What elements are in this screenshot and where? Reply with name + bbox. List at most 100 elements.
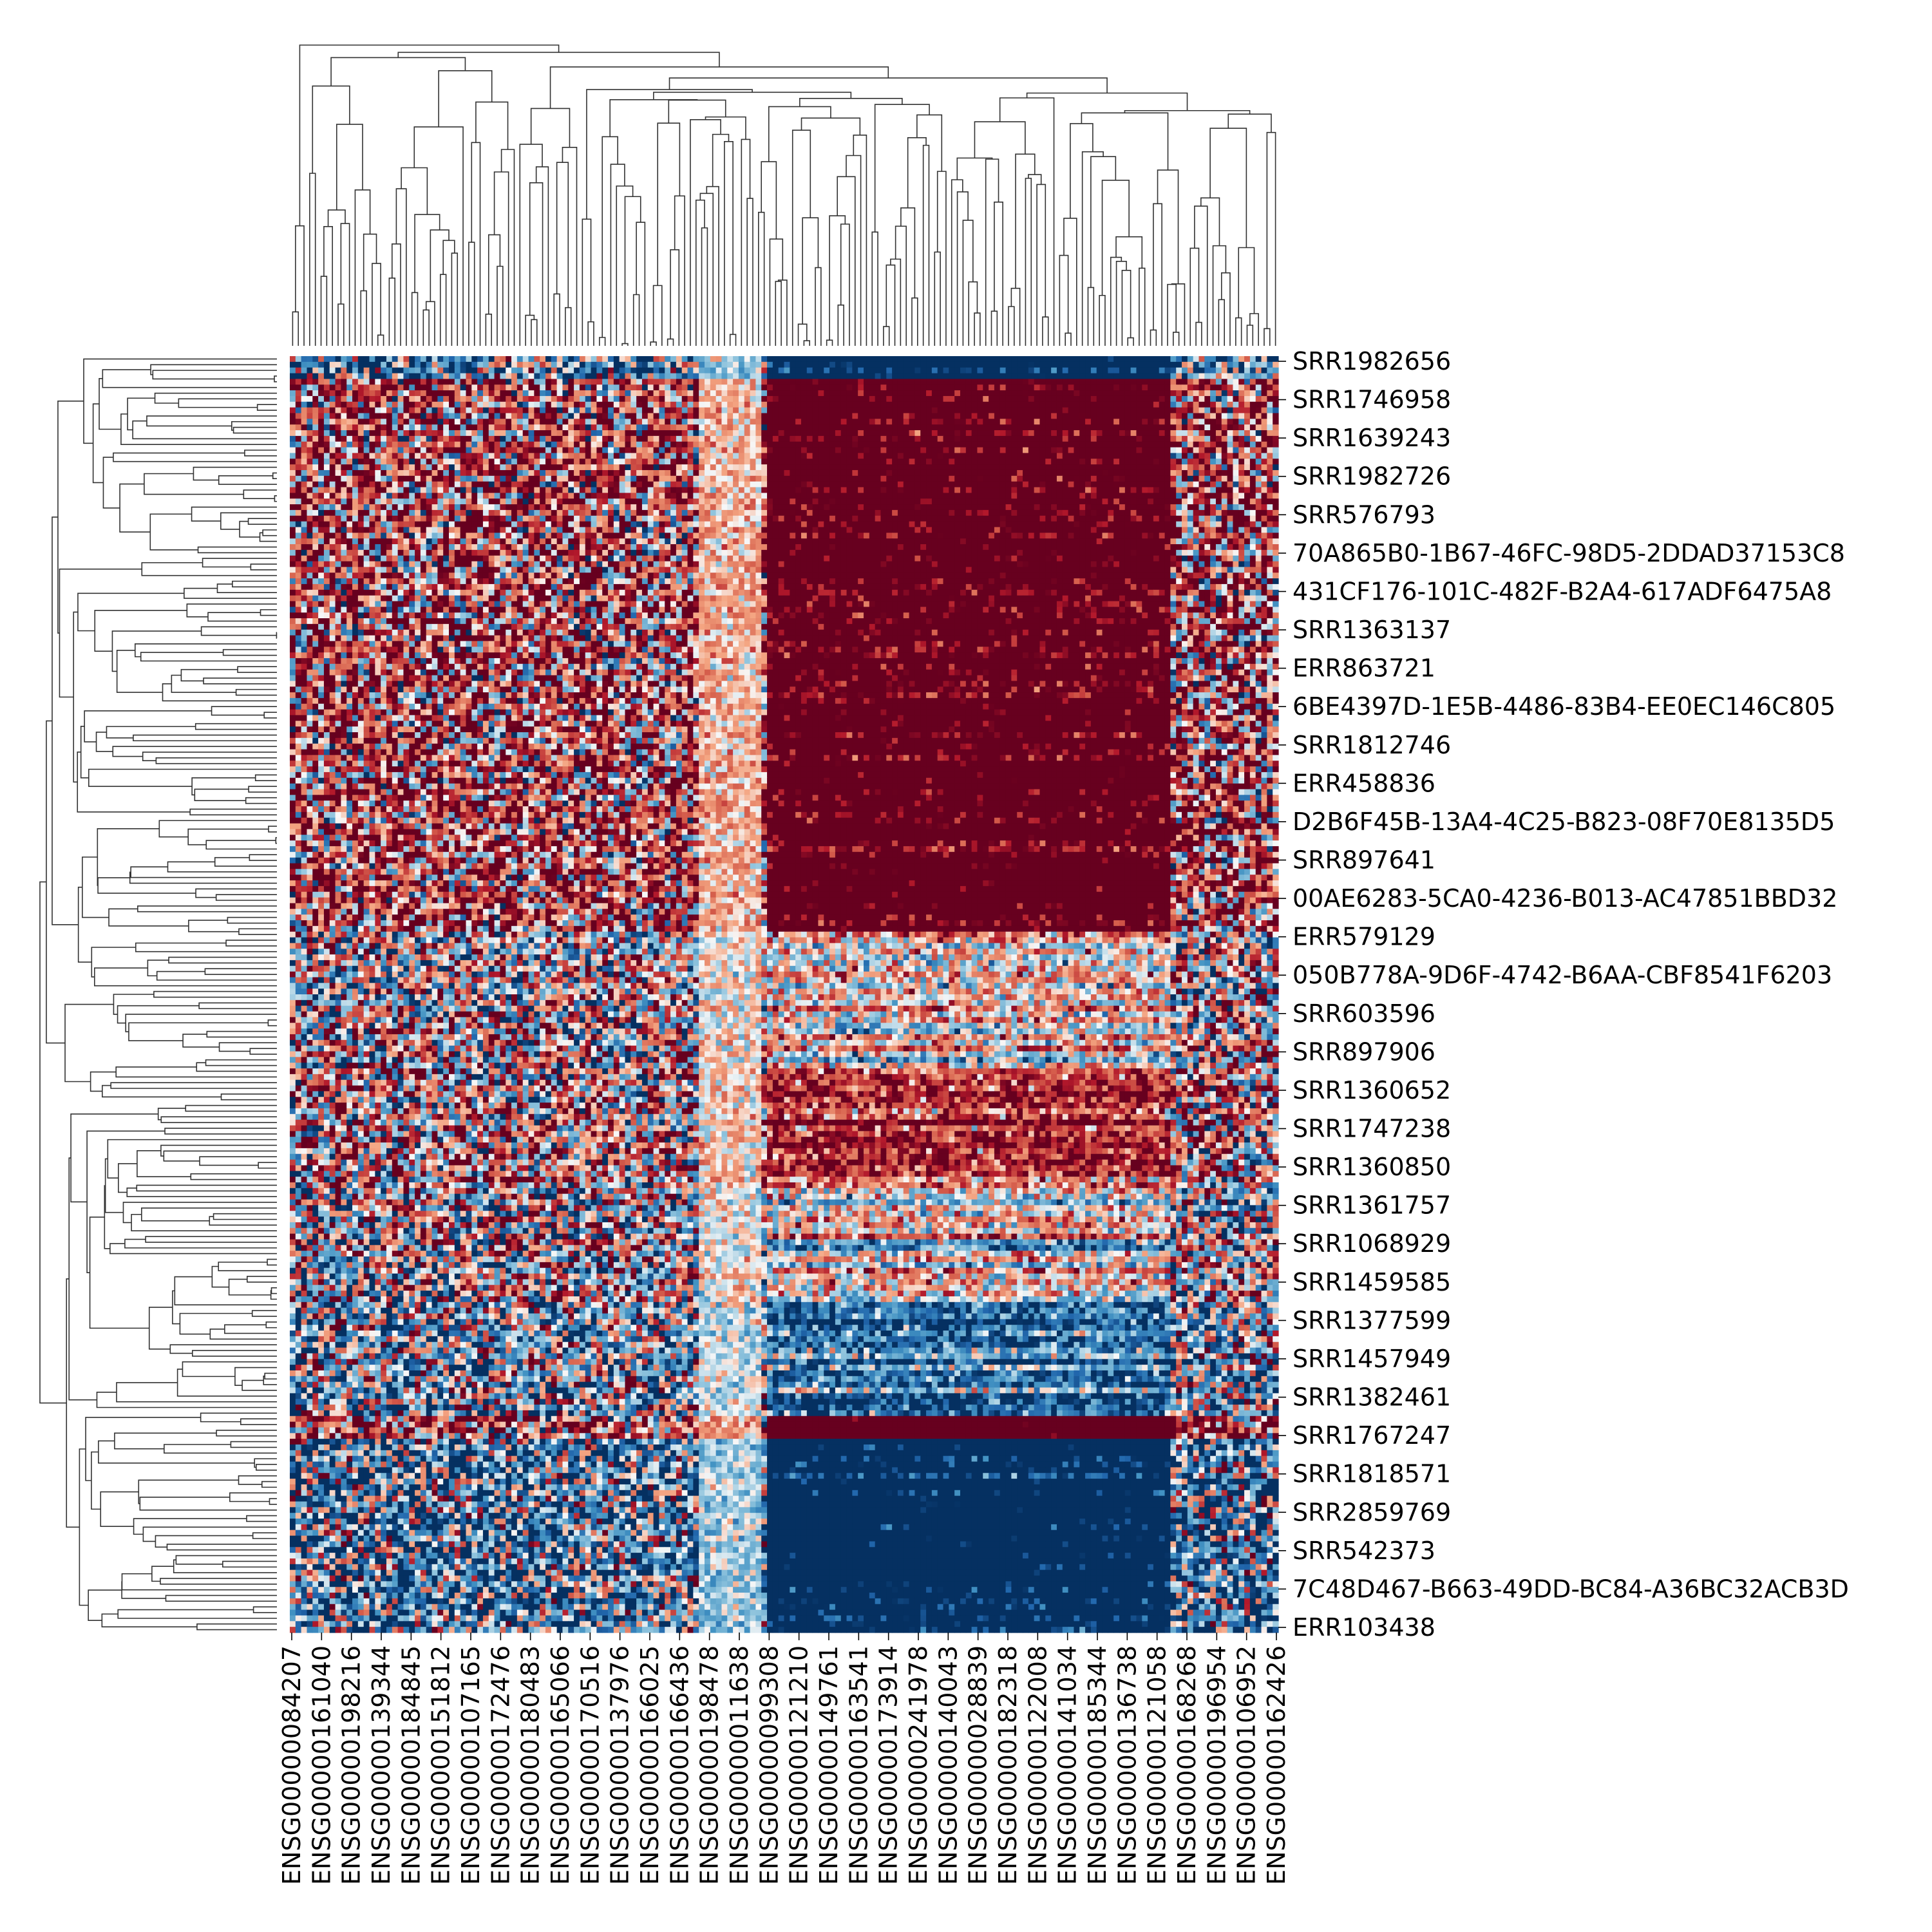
heatmap-cell: [341, 396, 346, 402]
heatmap-cell: [1119, 424, 1125, 430]
heatmap-cell: [773, 408, 779, 413]
column-dendrogram-link: [398, 52, 719, 67]
heatmap-cell: [1262, 379, 1267, 384]
heatmap-cell: [648, 408, 654, 413]
heatmap-cell: [477, 448, 483, 453]
heatmap-cell: [443, 408, 449, 413]
heatmap-cell: [602, 356, 608, 362]
heatmap-cell: [580, 384, 585, 390]
heatmap-cell: [739, 413, 744, 419]
heatmap-cell: [386, 362, 392, 368]
heatmap-cell: [1262, 424, 1267, 430]
heatmap-cell: [739, 379, 744, 384]
heatmap-cell: [960, 442, 966, 448]
heatmap-cell: [324, 436, 330, 442]
heatmap-cell: [1233, 368, 1238, 374]
heatmap-cell: [886, 402, 892, 408]
heatmap-cell: [364, 419, 370, 424]
heatmap-cell: [801, 356, 807, 362]
heatmap-cell: [784, 356, 790, 362]
heatmap-cell: [755, 368, 761, 374]
heatmap-cell: [1068, 368, 1074, 374]
heatmap-cell: [1000, 379, 1006, 384]
row-dendrogram-link: [204, 678, 277, 684]
heatmap-cell: [841, 413, 847, 419]
heatmap-cell: [324, 430, 330, 436]
heatmap-cell: [699, 356, 705, 362]
heatmap-cell: [1262, 436, 1267, 442]
heatmap-cell: [1142, 424, 1148, 430]
heatmap-cell: [625, 442, 630, 448]
heatmap-cell: [892, 413, 898, 419]
heatmap-cell: [403, 384, 409, 390]
heatmap-cell: [534, 453, 540, 459]
heatmap-cell: [568, 362, 574, 368]
heatmap-cell: [574, 430, 580, 436]
heatmap-cell: [1125, 368, 1131, 374]
heatmap-cell: [693, 448, 699, 453]
row-dendrogram-link: [242, 1380, 277, 1390]
column-dendrogram-link: [1210, 128, 1246, 247]
heatmap-cell: [307, 436, 312, 442]
heatmap-cell: [449, 362, 455, 368]
heatmap-cell: [880, 442, 886, 448]
heatmap-cell: [466, 448, 471, 453]
row-dendrogram-link: [236, 690, 277, 696]
heatmap-cell: [994, 390, 1000, 396]
heatmap-cell: [966, 436, 972, 442]
heatmap-cell: [330, 408, 336, 413]
heatmap-cell: [824, 436, 829, 442]
heatmap-cell: [1204, 436, 1210, 442]
heatmap-cell: [471, 408, 477, 413]
heatmap-cell: [1034, 453, 1040, 459]
heatmap-cell: [824, 408, 829, 413]
heatmap-cell: [346, 419, 352, 424]
heatmap-cell: [1262, 356, 1267, 362]
heatmap-cell: [829, 442, 835, 448]
heatmap-cell: [364, 442, 370, 448]
heatmap-cell: [432, 430, 438, 436]
heatmap-cell: [733, 448, 739, 453]
heatmap-cell: [1113, 368, 1119, 374]
heatmap-cell: [852, 419, 858, 424]
heatmap-cell: [545, 408, 551, 413]
row-dendrogram-link: [221, 513, 277, 529]
heatmap-cell: [301, 442, 307, 448]
heatmap-cell: [1227, 442, 1233, 448]
heatmap-cell: [977, 419, 983, 424]
heatmap-cell: [358, 424, 364, 430]
heatmap-cell: [926, 390, 932, 396]
heatmap-cell: [1233, 374, 1238, 379]
heatmap-cell: [483, 379, 489, 384]
heatmap-cell: [1068, 436, 1074, 442]
heatmap-cell: [318, 419, 324, 424]
heatmap-cell: [1074, 408, 1079, 413]
column-dendrogram-link: [706, 117, 746, 140]
heatmap-cell: [1148, 384, 1153, 390]
heatmap-cell: [983, 396, 989, 402]
heatmap-cell: [330, 396, 336, 402]
heatmap-cell: [1074, 368, 1079, 374]
heatmap-cell: [1131, 408, 1137, 413]
heatmap-cell: [1210, 356, 1216, 362]
heatmap-cell: [409, 396, 415, 402]
heatmap-cell: [1125, 453, 1131, 459]
heatmap-cell: [443, 374, 449, 379]
heatmap-cell: [1273, 390, 1278, 396]
heatmap-cell: [1085, 390, 1091, 396]
heatmap-cell: [954, 424, 960, 430]
heatmap-cell: [523, 396, 529, 402]
heatmap-cell: [972, 402, 978, 408]
heatmap-cell: [847, 413, 853, 419]
heatmap-cell: [898, 408, 904, 413]
heatmap-cell: [824, 453, 829, 459]
heatmap-cell: [784, 402, 790, 408]
heatmap-cell: [1006, 436, 1012, 442]
heatmap-cell: [324, 419, 330, 424]
heatmap-cell: [773, 453, 779, 459]
heatmap-cell: [858, 384, 864, 390]
heatmap-cell: [654, 379, 659, 384]
heatmap-cell: [710, 402, 716, 408]
heatmap-cell: [818, 356, 824, 362]
heatmap-cell: [370, 424, 375, 430]
